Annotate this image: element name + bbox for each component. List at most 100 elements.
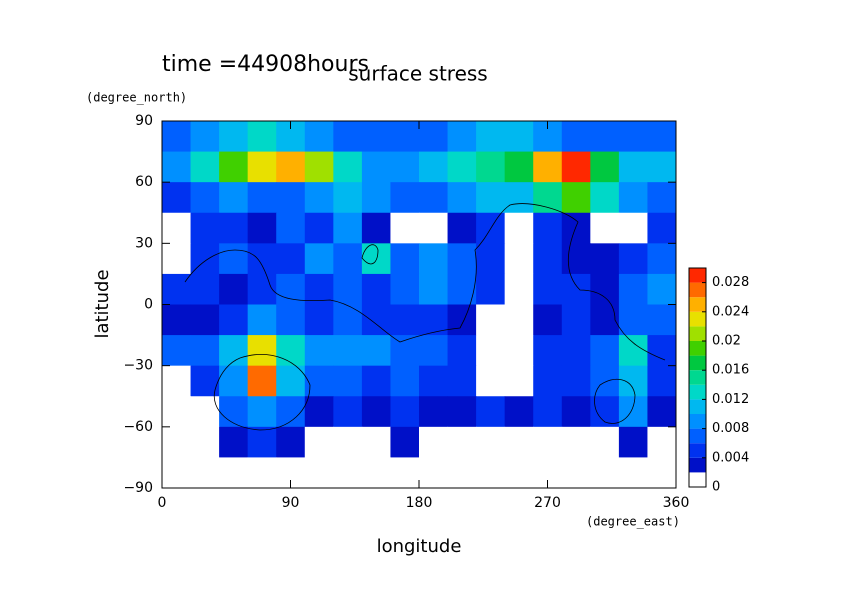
cell bbox=[219, 365, 249, 397]
cell bbox=[247, 396, 277, 428]
cell bbox=[247, 121, 277, 153]
y-tick-label: −60 bbox=[123, 419, 153, 435]
cell bbox=[561, 151, 591, 183]
colorbar-band bbox=[689, 268, 706, 283]
cell bbox=[419, 335, 449, 367]
cell bbox=[618, 457, 648, 489]
cell bbox=[247, 457, 277, 489]
cell bbox=[304, 457, 334, 489]
cell bbox=[304, 243, 334, 275]
cell bbox=[361, 365, 391, 397]
colorbar-band bbox=[689, 457, 706, 473]
cell bbox=[162, 396, 192, 428]
cell bbox=[447, 396, 477, 428]
cell bbox=[618, 396, 648, 428]
colorbar-band bbox=[689, 443, 706, 458]
colorbar-band bbox=[689, 326, 706, 341]
cell bbox=[647, 365, 677, 397]
colorbar-band bbox=[689, 399, 706, 414]
x-unit: (degree_east) bbox=[586, 515, 680, 529]
cell bbox=[333, 335, 363, 367]
cell bbox=[618, 273, 648, 305]
cell bbox=[276, 182, 306, 214]
cell bbox=[476, 426, 506, 458]
cell bbox=[390, 243, 420, 275]
y-unit: (degree_north) bbox=[86, 91, 187, 105]
cell bbox=[504, 121, 534, 153]
colorbar-band bbox=[689, 414, 706, 429]
colorbar-tick-label: 0.012 bbox=[712, 392, 749, 407]
cell bbox=[476, 457, 506, 489]
cell bbox=[162, 365, 192, 397]
cell bbox=[647, 273, 677, 305]
colorbar-band bbox=[689, 370, 706, 385]
cell bbox=[618, 212, 648, 244]
cell bbox=[304, 335, 334, 367]
cell bbox=[618, 335, 648, 367]
colorbar-band bbox=[689, 311, 706, 327]
cell bbox=[647, 151, 677, 183]
cell bbox=[590, 273, 620, 305]
cell bbox=[276, 304, 306, 336]
cell bbox=[447, 212, 477, 244]
cell bbox=[504, 396, 534, 428]
cell bbox=[390, 182, 420, 214]
cell bbox=[476, 243, 506, 275]
cell bbox=[333, 151, 363, 183]
cell bbox=[219, 273, 249, 305]
cell bbox=[247, 151, 277, 183]
cell bbox=[504, 426, 534, 458]
x-axis-label: longitude bbox=[377, 536, 462, 557]
cell bbox=[533, 212, 563, 244]
colorbar-band bbox=[689, 341, 706, 356]
cell bbox=[447, 335, 477, 367]
cell bbox=[561, 212, 591, 244]
cell bbox=[190, 457, 220, 489]
cell bbox=[447, 243, 477, 275]
cell bbox=[219, 396, 249, 428]
colorbar-band bbox=[689, 282, 706, 298]
cell bbox=[390, 457, 420, 489]
x-tick-label: 360 bbox=[663, 495, 690, 511]
cell bbox=[447, 426, 477, 458]
cell bbox=[561, 457, 591, 489]
cell bbox=[333, 121, 363, 153]
cell bbox=[190, 151, 220, 183]
y-tick-label: 0 bbox=[144, 297, 153, 313]
cell bbox=[447, 273, 477, 305]
cell bbox=[504, 273, 534, 305]
cell bbox=[476, 365, 506, 397]
cell bbox=[390, 335, 420, 367]
cell bbox=[304, 426, 334, 458]
cell bbox=[533, 273, 563, 305]
cell bbox=[190, 335, 220, 367]
cell bbox=[590, 335, 620, 367]
cell bbox=[561, 426, 591, 458]
cell bbox=[561, 396, 591, 428]
cell bbox=[162, 121, 192, 153]
cell bbox=[162, 335, 192, 367]
colorbar-band bbox=[689, 297, 706, 312]
cell bbox=[190, 212, 220, 244]
cell bbox=[561, 273, 591, 305]
coastline bbox=[361, 244, 379, 265]
cell bbox=[390, 121, 420, 153]
cell bbox=[447, 457, 477, 489]
cell bbox=[419, 182, 449, 214]
time-annotation: time =44908hours bbox=[162, 52, 369, 77]
cell bbox=[162, 426, 192, 458]
cell bbox=[276, 243, 306, 275]
colorbar-band bbox=[689, 384, 706, 400]
cell bbox=[219, 457, 249, 489]
x-tick-label: 270 bbox=[534, 495, 561, 511]
cell bbox=[533, 335, 563, 367]
cell bbox=[419, 365, 449, 397]
colorbar-tick-label: 0.02 bbox=[712, 334, 741, 349]
colorbar-tick-label: 0.016 bbox=[712, 363, 749, 378]
cell bbox=[419, 121, 449, 153]
coastline bbox=[184, 203, 666, 361]
cell bbox=[533, 365, 563, 397]
cell bbox=[618, 182, 648, 214]
cell bbox=[276, 365, 306, 397]
